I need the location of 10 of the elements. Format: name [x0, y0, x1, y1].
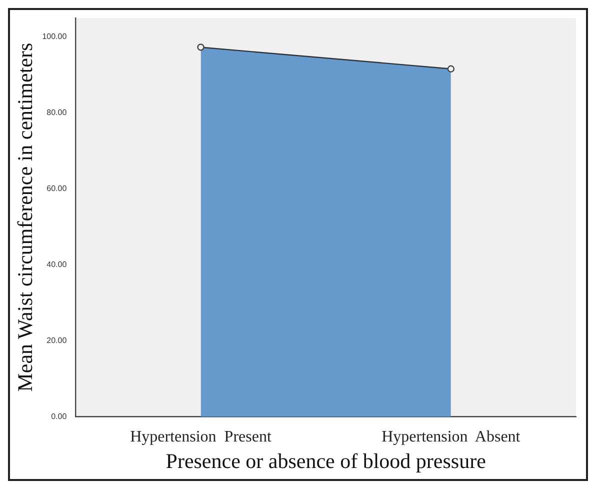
y-tick-label: 100.00 — [42, 32, 68, 42]
y-tick-label: 0.00 — [51, 412, 68, 421]
x-tick-label: Hypertension Absent — [382, 428, 521, 446]
y-tick-label: 80.00 — [46, 108, 68, 118]
y-axis-title: Mean Waist circumference in centimeters — [13, 42, 38, 392]
y-tick-label: 20.00 — [46, 336, 68, 345]
x-tick-label: Hypertension Present — [130, 428, 272, 446]
y-tick-label: 40.00 — [46, 260, 68, 269]
y-tick-label: 60.00 — [46, 184, 68, 194]
x-axis-title: Presence or absence of blood pressure — [166, 448, 486, 473]
